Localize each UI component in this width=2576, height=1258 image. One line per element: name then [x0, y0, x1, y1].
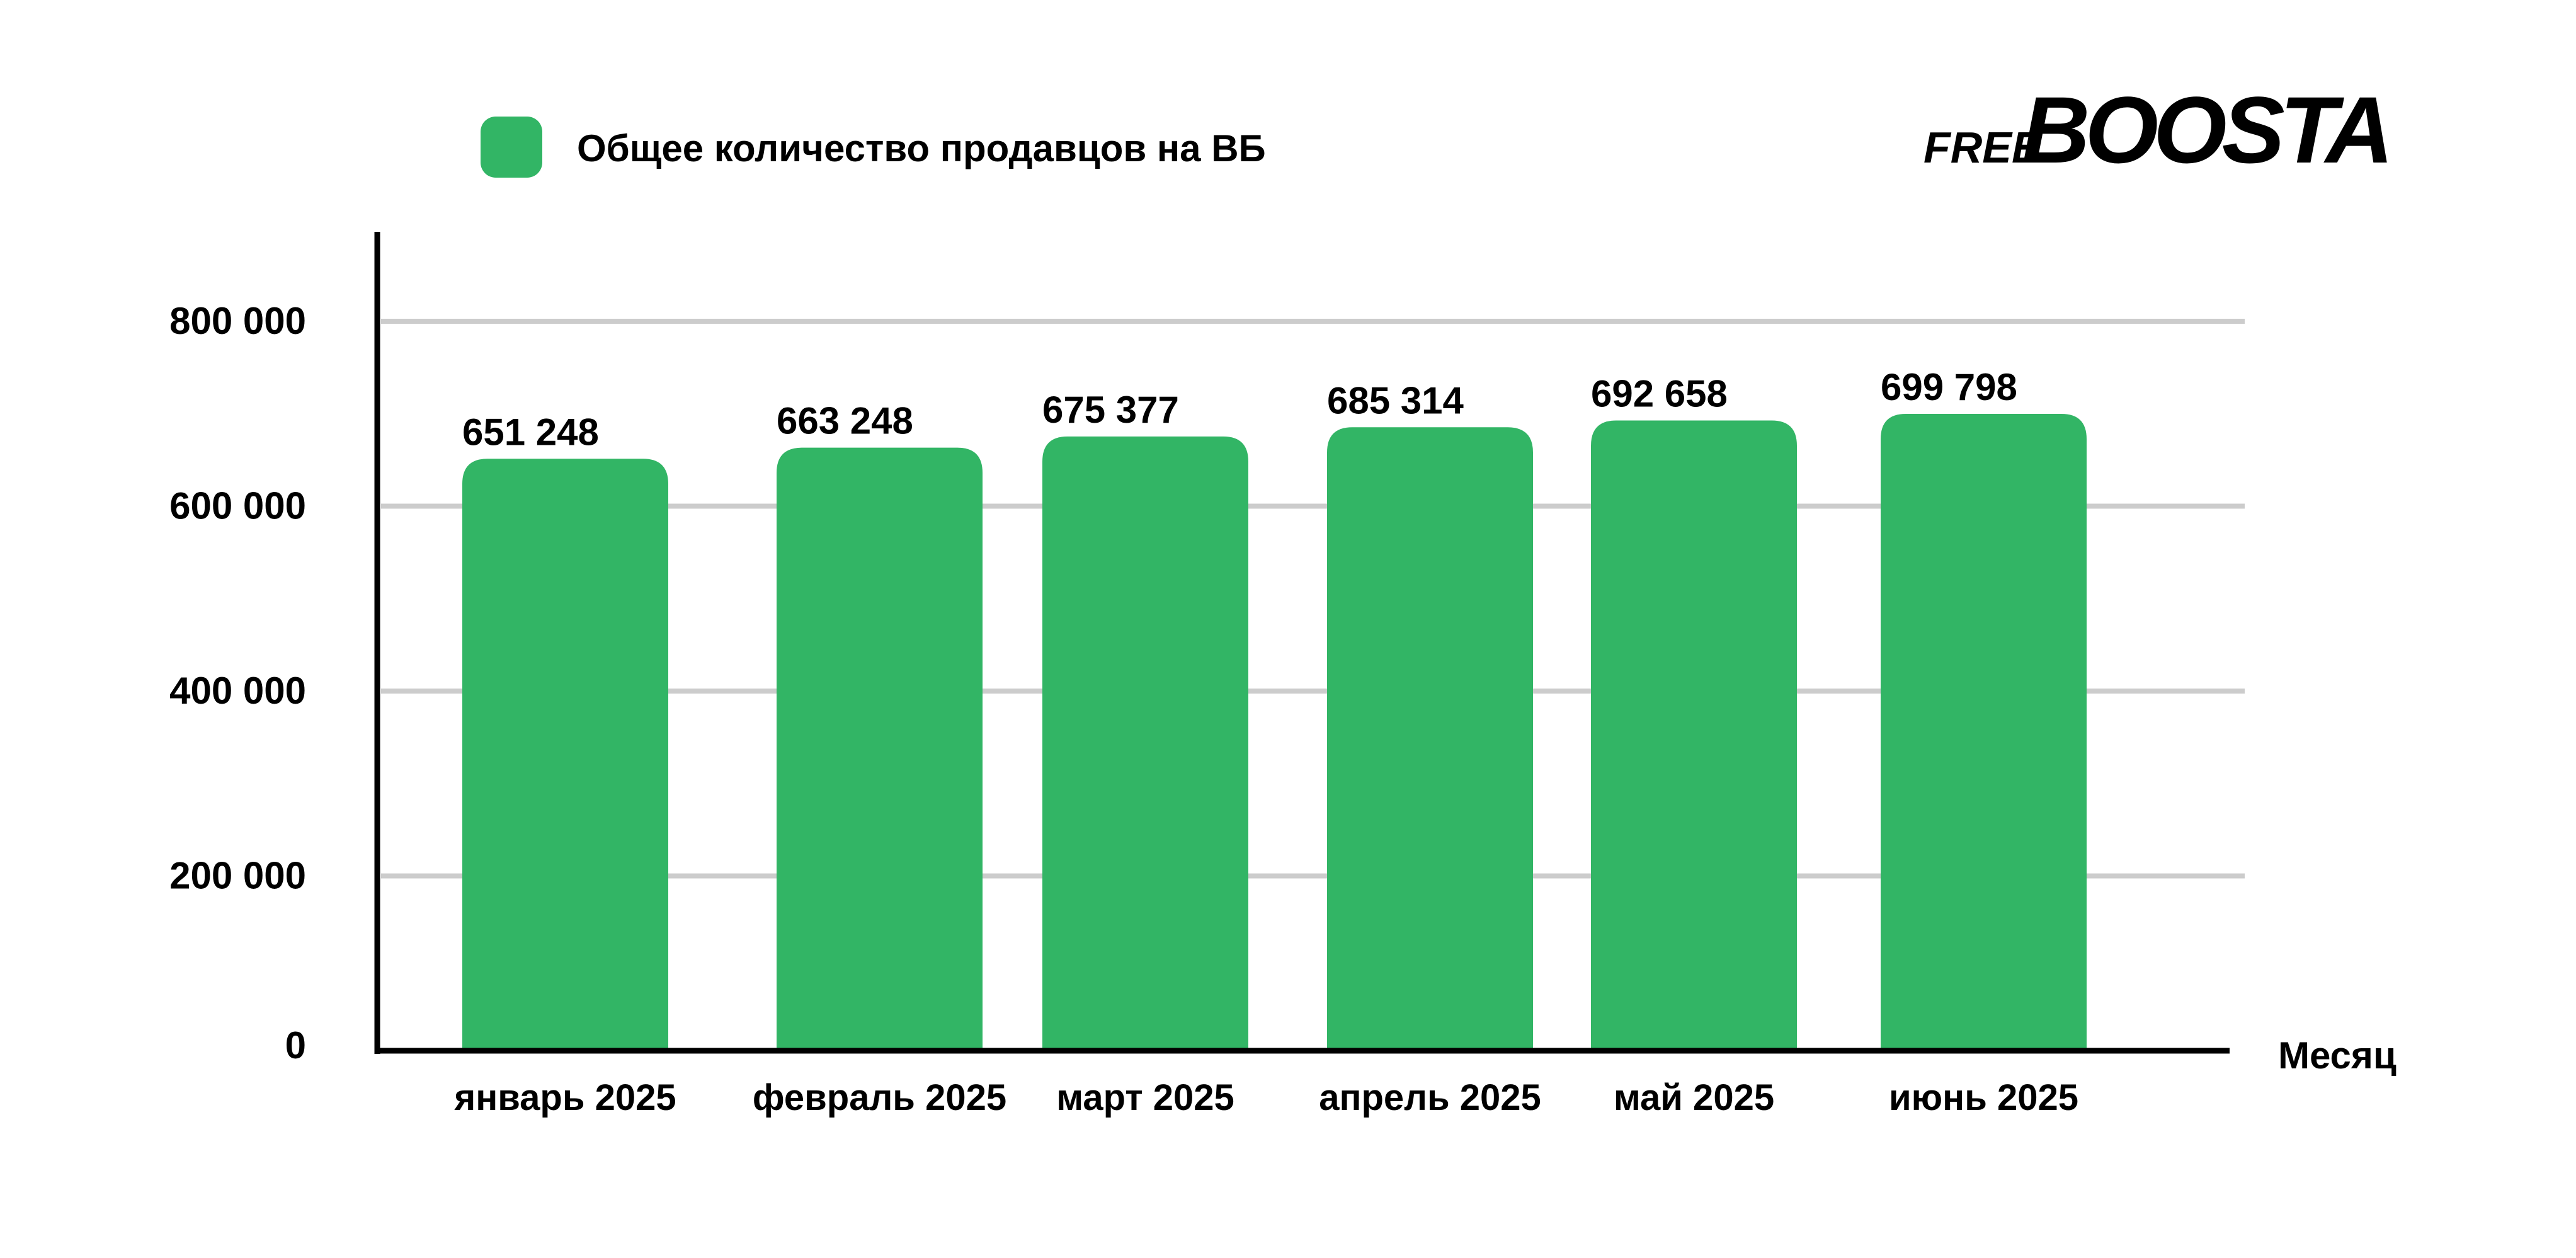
- bars: [462, 414, 2087, 1049]
- bar: [1327, 427, 1533, 1049]
- y-tick-label: 600 000: [169, 485, 306, 527]
- legend: Общее количество продавцов на ВБ: [481, 117, 1266, 178]
- legend-label: Общее количество продавцов на ВБ: [577, 127, 1266, 169]
- value-label: 692 658: [1591, 373, 1728, 415]
- y-tick-label: 400 000: [169, 670, 306, 712]
- bar: [1042, 436, 1248, 1049]
- x-tick-labels: январь 2025 февраль 2025 март 2025 апрель 2…: [453, 1077, 2078, 1118]
- x-axis-label: Месяц: [2278, 1034, 2396, 1077]
- x-tick-label: январь 2025: [453, 1077, 676, 1118]
- bar: [462, 459, 668, 1049]
- bar: [1881, 414, 2087, 1049]
- y-tick-label: 0: [285, 1024, 306, 1066]
- logo-free: FREE: [1923, 123, 2043, 172]
- value-label: 663 248: [777, 400, 913, 442]
- value-label: 685 314: [1327, 379, 1464, 421]
- y-tick-label: 800 000: [169, 300, 306, 342]
- logo: FREE BOOSTA: [1923, 77, 2394, 183]
- x-tick-label: апрель 2025: [1319, 1077, 1541, 1118]
- legend-swatch: [481, 117, 542, 178]
- x-tick-label: май 2025: [1614, 1077, 1774, 1118]
- value-label: 699 798: [1881, 366, 2017, 408]
- bar: [1591, 420, 1797, 1049]
- x-tick-label: июнь 2025: [1889, 1077, 2078, 1118]
- value-label: 675 377: [1042, 389, 1179, 431]
- y-tick-labels: 0 200 000 400 000 600 000 800 000: [169, 300, 306, 1066]
- y-tick-label: 200 000: [169, 855, 306, 897]
- logo-boosta: BOOSTA: [2022, 77, 2389, 183]
- x-tick-label: март 2025: [1056, 1077, 1234, 1118]
- value-label: 651 248: [462, 411, 599, 453]
- bar: [777, 447, 983, 1049]
- value-labels: 651 248 663 248 675 377 685 314 692 658 699 7…: [462, 366, 2017, 453]
- x-tick-label: февраль 2025: [753, 1077, 1006, 1118]
